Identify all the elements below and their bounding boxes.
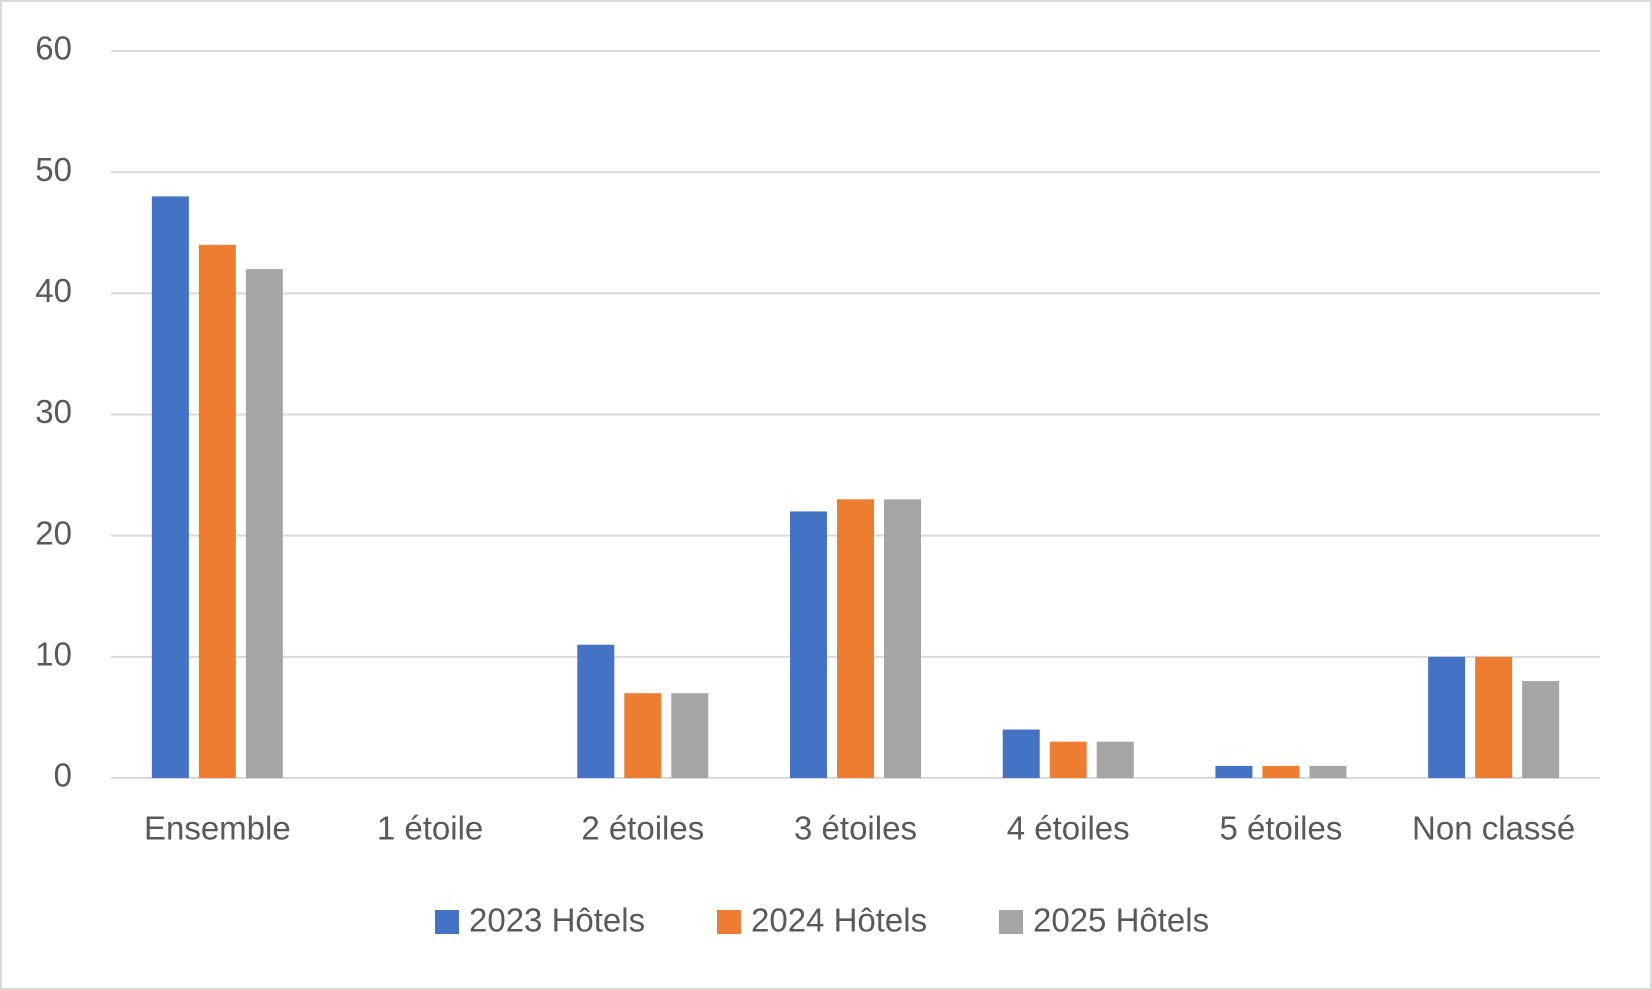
legend-swatch bbox=[435, 910, 459, 934]
bar bbox=[1475, 656, 1513, 778]
y-tick-label: 60 bbox=[35, 30, 72, 67]
bar bbox=[198, 244, 236, 778]
legend-label: 2023 Hôtels bbox=[469, 902, 645, 939]
bar bbox=[884, 499, 921, 778]
bar bbox=[1428, 656, 1466, 778]
y-tick-label: 10 bbox=[35, 636, 72, 673]
x-tick-label: 1 étoile bbox=[377, 810, 483, 847]
legend-swatch bbox=[717, 910, 741, 934]
bar bbox=[1002, 729, 1040, 778]
y-tick-label: 20 bbox=[35, 514, 72, 551]
bar bbox=[671, 693, 709, 778]
x-tick-label: 3 étoiles bbox=[794, 810, 917, 847]
bar bbox=[1215, 765, 1253, 778]
bar bbox=[1262, 765, 1300, 778]
bar bbox=[1096, 741, 1134, 778]
bar bbox=[790, 511, 827, 778]
y-tick-label: 0 bbox=[54, 757, 72, 794]
legend-label: 2025 Hôtels bbox=[1033, 902, 1209, 939]
bar bbox=[245, 269, 283, 778]
bar bbox=[1522, 681, 1560, 778]
x-tick-label: 4 étoiles bbox=[1007, 810, 1130, 847]
x-tick-label: Non classé bbox=[1412, 810, 1575, 847]
y-tick-label: 50 bbox=[35, 151, 72, 188]
y-tick-label: 30 bbox=[35, 393, 72, 430]
legend-swatch bbox=[999, 910, 1023, 934]
bar bbox=[1309, 765, 1347, 778]
bar bbox=[577, 644, 615, 778]
legend-label: 2024 Hôtels bbox=[751, 902, 927, 939]
bar bbox=[151, 196, 189, 778]
y-tick-label: 40 bbox=[35, 272, 72, 309]
x-tick-label: 5 étoiles bbox=[1219, 810, 1342, 847]
bar bbox=[837, 499, 874, 778]
bar bbox=[624, 693, 662, 778]
x-tick-label: Ensemble bbox=[144, 810, 291, 847]
x-tick-label: 2 étoiles bbox=[581, 810, 704, 847]
bar bbox=[1049, 741, 1087, 778]
